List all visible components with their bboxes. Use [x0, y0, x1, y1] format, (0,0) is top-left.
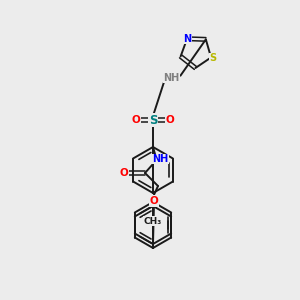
- Text: NH: NH: [163, 73, 180, 83]
- Text: CH₃: CH₃: [144, 217, 162, 226]
- Text: S: S: [209, 53, 217, 64]
- Text: S: S: [149, 113, 157, 127]
- Text: O: O: [166, 115, 174, 125]
- Text: N: N: [183, 34, 191, 44]
- Text: O: O: [132, 115, 140, 125]
- Text: NH: NH: [152, 154, 168, 164]
- Text: O: O: [150, 196, 158, 206]
- Text: O: O: [120, 168, 128, 178]
